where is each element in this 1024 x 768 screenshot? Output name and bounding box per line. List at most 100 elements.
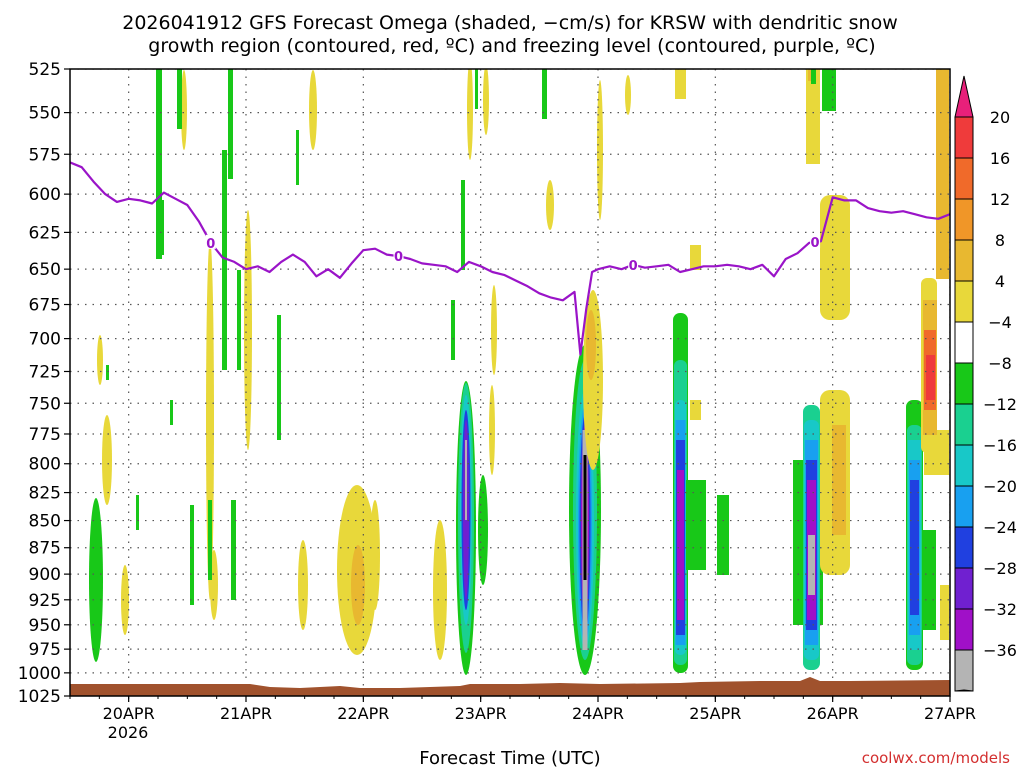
y-tick-label: 800 (29, 455, 61, 475)
x-tick-label: 27APR (924, 704, 976, 723)
colorbar-label: −36 (983, 641, 1017, 660)
omega-band-4 (177, 69, 182, 129)
omega-band-32 (465, 440, 467, 520)
colorbar-top-arrow (954, 75, 974, 118)
omega-band-pos4 (244, 210, 252, 450)
omega-band-pos4 (924, 430, 949, 475)
omega-band-pos4 (483, 69, 489, 135)
colorbar-swatch (954, 116, 974, 159)
omega-band-pos4 (690, 245, 701, 270)
y-tick-label: 575 (29, 145, 61, 165)
chart-title-line2: growth region (contoured, red, ºC) and f… (148, 35, 875, 57)
colorbar-label: −8 (988, 354, 1012, 373)
omega-band-4 (478, 475, 488, 585)
colorbar-swatch (954, 198, 974, 241)
chart-title-line1: 2026041912 GFS Forecast Omega (shaded, −… (122, 12, 898, 34)
year-label: 2026 (108, 723, 149, 742)
colorbar-swatch (954, 362, 974, 405)
y-tick-label: 925 (29, 591, 61, 611)
omega-shading (89, 69, 949, 675)
omega-band-pos4 (433, 520, 447, 660)
y-tick-label: 825 (29, 484, 61, 504)
colorbar-label: −32 (983, 600, 1017, 619)
colorbar-swatch (954, 608, 974, 651)
omega-column-26apr (793, 405, 823, 670)
colorbar-swatch (954, 157, 974, 200)
omega-band-4 (136, 495, 139, 530)
colorbar-label: −24 (983, 518, 1017, 537)
omega-band-28 (677, 470, 684, 620)
omega-band-pos4 (370, 500, 380, 610)
y-tick-label: 625 (29, 223, 61, 243)
y-tick-label: 650 (29, 260, 61, 280)
y-tick-label: 600 (29, 185, 61, 205)
y-tick-label: 550 (29, 104, 61, 124)
omega-band-4 (237, 270, 241, 370)
y-tick-label: 750 (29, 394, 61, 414)
omega-band-4 (296, 130, 299, 185)
omega-band-4 (277, 315, 281, 440)
omega-band-pos8 (936, 69, 949, 279)
contour-label-bg (810, 234, 821, 249)
colorbar-swatch (954, 403, 974, 446)
omega-band-pos4 (467, 69, 473, 160)
colorbar-swatch (954, 485, 974, 528)
omega-band-pos4 (97, 335, 103, 385)
y-tick-label: 675 (29, 296, 61, 316)
colorbar-label: 12 (990, 190, 1010, 209)
omega-band-pos4 (298, 540, 308, 630)
colorbar-swatch (954, 526, 974, 569)
y-tick-label: 850 (29, 512, 61, 532)
omega-band-4 (811, 69, 816, 84)
omega-band-pos4 (309, 70, 317, 150)
omega-band-32 (808, 535, 815, 595)
omega-band-4 (89, 498, 103, 662)
omega-band-4 (160, 200, 164, 255)
y-tick-label: 900 (29, 565, 61, 585)
omega-band-4 (451, 300, 455, 360)
omega-band-pos4 (489, 385, 495, 475)
omega-band-pos4 (121, 565, 129, 635)
y-tick-label: 1000 (18, 664, 61, 684)
colorbar-swatch (954, 444, 974, 487)
freezing-level-label: 0 (629, 259, 638, 274)
colorbar-label: 16 (990, 149, 1010, 168)
omega-band-4 (222, 150, 227, 370)
freezing-level-label: 0 (394, 250, 403, 265)
colorbar-swatch (954, 567, 974, 610)
colorbar-label: −20 (983, 477, 1017, 496)
freezing-level-line (70, 161, 950, 356)
colorbar-label: −12 (983, 395, 1017, 414)
plot-area: 0 0 0 0 (70, 69, 950, 696)
contour-label-bg (628, 256, 639, 271)
y-tick-label: 775 (29, 425, 61, 445)
omega-band-pos4 (491, 285, 497, 375)
x-tick-label: 26APR (807, 704, 859, 723)
colorbar-swatch (954, 280, 974, 323)
omega-band-4 (920, 530, 936, 630)
x-tick-label: 23APR (455, 704, 507, 723)
x-tick-label: 24APR (572, 704, 624, 723)
omega-band-pos8 (351, 545, 365, 625)
x-tick-label: 21APR (220, 704, 272, 723)
y-tick-label: 950 (29, 616, 61, 636)
ground-surface (70, 677, 950, 696)
omega-band-pos4 (102, 415, 112, 505)
y-tick-label: 700 (29, 330, 61, 350)
omega-band-4 (190, 505, 194, 605)
credit-label: coolwx.com/models (862, 749, 1010, 767)
x-tick-label: 22APR (337, 704, 389, 723)
freezing-level-contour: 0 0 0 0 (70, 161, 950, 356)
y-tick-label: 875 (29, 539, 61, 559)
omega-band-4 (106, 365, 109, 380)
omega-band-pos4 (181, 70, 187, 150)
omega-column-23apr (456, 381, 476, 675)
colorbar: 20 16 12 8 4 −4 −8 −12 −16 −20 −24 −28 −32 −36 (954, 75, 1017, 692)
omega-band-pos4 (597, 80, 603, 220)
freezing-level-label: 0 (206, 237, 215, 252)
omega-band-pos4 (823, 225, 833, 285)
weak-upward-streaks (89, 69, 836, 662)
x-tick-label: 20APR (103, 704, 155, 723)
omega-band-4 (208, 500, 212, 580)
omega-column-27apr (906, 400, 936, 670)
